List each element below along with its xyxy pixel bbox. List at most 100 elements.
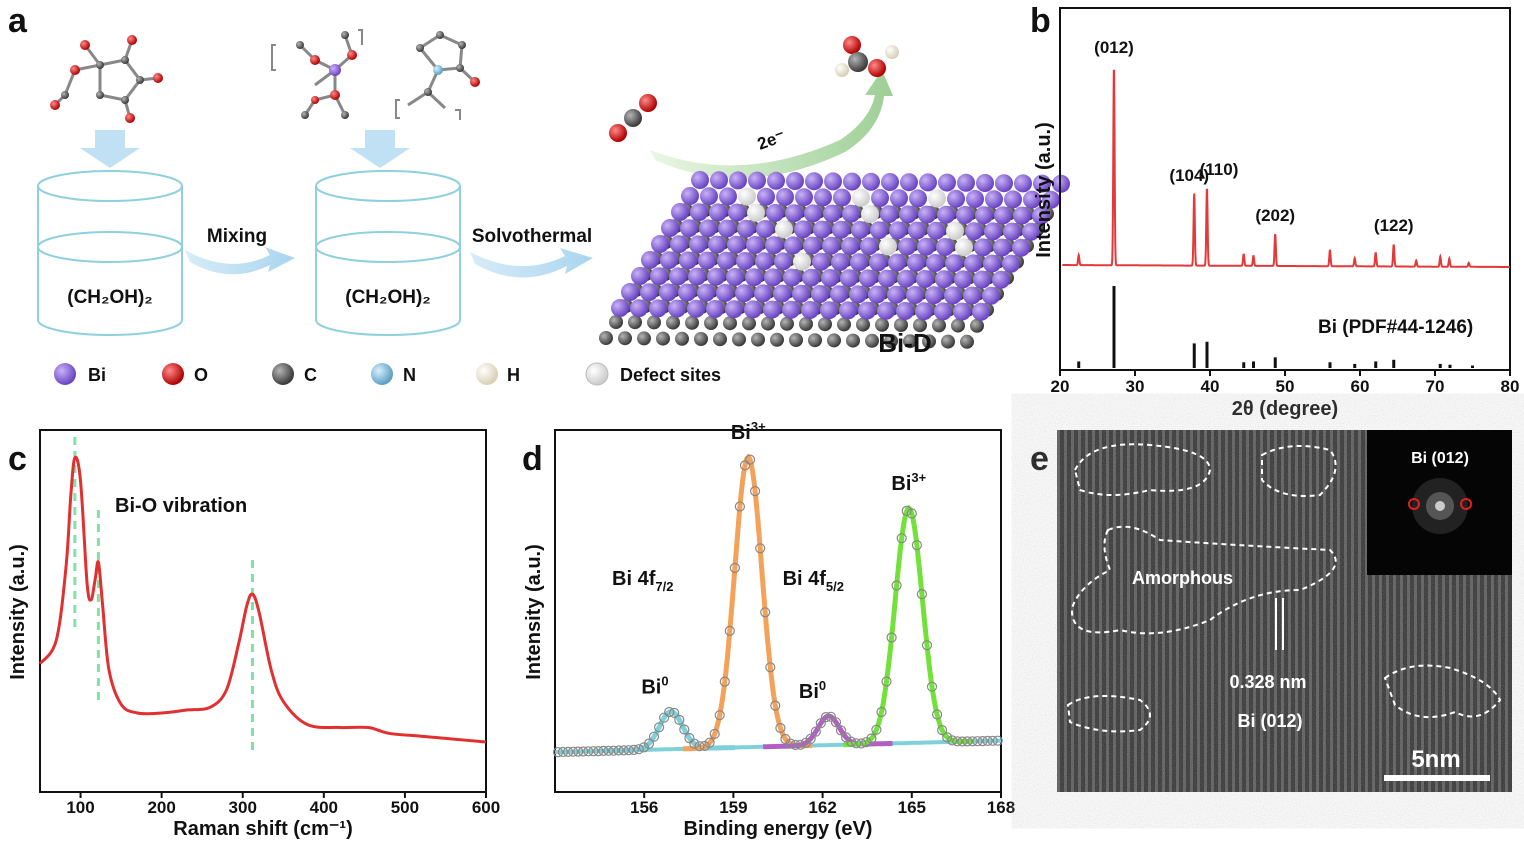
d-tick-label-1: 159 xyxy=(719,798,747,817)
b-tick-label-3: 50 xyxy=(1276,377,1295,396)
xps-point-68 xyxy=(896,533,907,544)
molecule-ascorbic-icon xyxy=(50,35,163,123)
xps-component-3 xyxy=(843,504,973,748)
legend-h-swatch xyxy=(476,363,498,385)
xps-point-83 xyxy=(972,736,983,747)
xps-point-74 xyxy=(926,681,938,692)
xps-point-11 xyxy=(608,745,619,756)
raman-marker-lines xyxy=(73,437,254,755)
formic-acid-molecule-icon xyxy=(835,36,899,77)
c-tick-label-0: 100 xyxy=(66,798,94,817)
panel-c: c 100 200 300 400 500 600 Bi-O vibration Rama… xyxy=(7,429,500,840)
legend-h-label: H xyxy=(507,365,520,385)
xps-point-2 xyxy=(562,746,574,758)
reference-label: Bi (PDF#44-1246) xyxy=(1318,317,1473,338)
panel-a: a (CH₂OH)₂ Mixing xyxy=(8,2,1070,386)
xps-point-28 xyxy=(694,741,705,752)
xrd-peak-labels: (012) (104)(110) (202) (122) xyxy=(1094,38,1413,235)
b-tick-label-2: 40 xyxy=(1201,377,1220,396)
xps-point-25 xyxy=(679,724,690,735)
panel-d-ylabel: Intensity (a.u.) xyxy=(523,544,545,680)
beaker-right xyxy=(315,170,461,336)
b-tick-label-5: 70 xyxy=(1426,377,1445,396)
xps-point-66 xyxy=(886,632,897,643)
xps-point-79 xyxy=(952,736,963,747)
xps-orbital-label-1: Bi 4f5/2 xyxy=(783,568,844,594)
xps-point-72 xyxy=(916,588,928,600)
xps-point-29 xyxy=(699,740,710,752)
xps-point-82 xyxy=(967,736,978,747)
xps-point-87 xyxy=(992,735,1003,746)
xps-component-1 xyxy=(682,453,813,752)
legend-bi-swatch xyxy=(54,363,76,385)
mixing-label: Mixing xyxy=(207,226,267,247)
xps-point-19 xyxy=(648,731,660,742)
fft-spot-right xyxy=(1460,498,1472,510)
xps-point-3 xyxy=(567,746,579,757)
xps-point-71 xyxy=(911,539,923,551)
panel-b-xlabel: 2θ (degree) xyxy=(1232,398,1338,420)
atom-legend: Bi O C N H Defect sites xyxy=(54,362,721,386)
xps-point-17 xyxy=(638,742,650,753)
xps-point-76 xyxy=(936,724,948,736)
xps-point-14 xyxy=(623,745,634,756)
xps-point-51 xyxy=(810,726,821,737)
xps-point-35 xyxy=(729,562,741,574)
d-tick-label-2: 162 xyxy=(808,798,836,817)
xps-point-80 xyxy=(957,736,968,747)
xps-point-43 xyxy=(770,700,781,711)
xrd-peak-label-4: (122) xyxy=(1374,216,1414,235)
xps-point-37 xyxy=(739,460,751,471)
xps-point-55 xyxy=(830,717,842,728)
xps-point-54 xyxy=(825,711,837,722)
lattice-plane-label: Bi (012) xyxy=(1237,711,1302,731)
panel-b-frame xyxy=(1059,7,1511,371)
xps-point-86 xyxy=(987,735,998,746)
legend-c-swatch xyxy=(272,363,294,385)
xps-point-36 xyxy=(734,501,746,512)
co2-molecule-icon xyxy=(609,94,657,142)
xps-point-27 xyxy=(689,738,700,749)
raman-spectrum-line xyxy=(38,455,487,744)
bi-d-label: Bi-D xyxy=(878,328,931,358)
panel-c-xlabel: Raman shift (cm⁻¹) xyxy=(173,818,352,840)
xps-point-85 xyxy=(982,735,993,747)
xrd-peak-label-1: (104) xyxy=(1169,166,1209,185)
c-tick-label-5: 600 xyxy=(472,798,500,817)
solvothermal-label: Solvothermal xyxy=(472,226,592,247)
xps-point-47 xyxy=(790,739,801,751)
molecule-pvp-icon xyxy=(395,31,480,120)
xps-point-65 xyxy=(881,676,892,687)
xps-point-40 xyxy=(755,543,766,554)
xps-point-23 xyxy=(669,707,680,719)
panel-d-x-axis: 156 159 162 165 168 xyxy=(630,792,1015,817)
xps-fit-components xyxy=(554,453,1002,755)
xps-point-9 xyxy=(598,745,609,757)
xps-point-69 xyxy=(901,505,912,516)
xps-point-78 xyxy=(947,735,958,746)
xps-point-24 xyxy=(674,714,685,726)
xps-point-60 xyxy=(856,738,867,749)
xps-data-points xyxy=(552,454,1003,758)
xps-point-63 xyxy=(871,724,882,735)
b-tick-label-4: 60 xyxy=(1351,377,1370,396)
xps-point-70 xyxy=(906,508,917,519)
legend-n-swatch xyxy=(371,363,393,385)
fft-spot-left xyxy=(1408,498,1420,510)
xrd-peak-label-3: (202) xyxy=(1255,206,1295,225)
xps-point-26 xyxy=(684,732,695,744)
conversion-arrow-icon xyxy=(650,70,893,179)
panel-c-label: c xyxy=(8,440,27,478)
xps-point-44 xyxy=(775,722,786,734)
c-tick-label-1: 200 xyxy=(147,798,175,817)
panel-d: d 156 159 162 165 168 Bi0 Bi3+ Bi0 Bi3+ Bi 4f7/2… xyxy=(522,419,1015,840)
xps-point-12 xyxy=(613,745,624,756)
xps-peak-label-1: Bi3+ xyxy=(731,419,766,444)
xps-point-10 xyxy=(603,745,614,756)
xps-point-64 xyxy=(876,706,887,718)
xps-point-75 xyxy=(931,709,943,720)
legend-defect-swatch xyxy=(585,362,609,386)
xps-point-30 xyxy=(704,737,715,748)
xps-point-34 xyxy=(724,625,735,637)
